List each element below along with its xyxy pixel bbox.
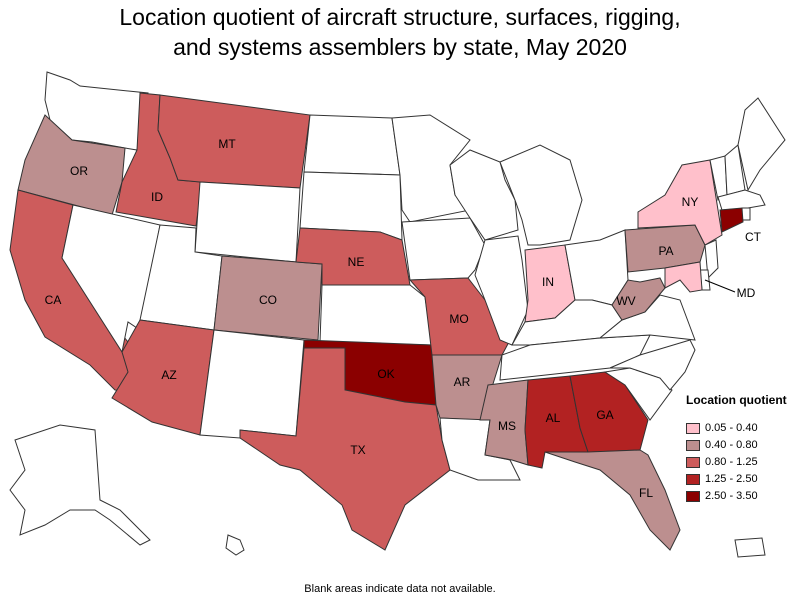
state-wv[interactable] bbox=[611, 277, 666, 321]
state-tx[interactable] bbox=[239, 347, 451, 551]
state-label-ne: NE bbox=[348, 255, 365, 269]
legend-item: 0.05 - 0.40 bbox=[686, 421, 800, 435]
state-ct[interactable] bbox=[719, 207, 744, 233]
legend-swatch bbox=[686, 490, 700, 502]
state-label-tx: TX bbox=[350, 443, 365, 457]
state-ny[interactable] bbox=[637, 159, 723, 246]
state-label-wv: WV bbox=[616, 294, 635, 308]
state-ks[interactable] bbox=[319, 284, 433, 346]
state-label-ny: NY bbox=[682, 195, 699, 209]
state-tn[interactable] bbox=[499, 334, 651, 381]
state-nm[interactable] bbox=[199, 329, 305, 439]
legend: Location quotient 0.05 - 0.40 0.40 - 0.8… bbox=[686, 392, 800, 506]
md-leader-line bbox=[704, 279, 736, 293]
state-md[interactable] bbox=[664, 261, 703, 293]
state-label-md: MD bbox=[737, 286, 756, 300]
legend-swatch bbox=[686, 456, 700, 468]
state-ak[interactable] bbox=[9, 424, 151, 546]
state-label-ms: MS bbox=[498, 419, 516, 433]
state-hi[interactable] bbox=[225, 534, 245, 556]
state-fl[interactable] bbox=[544, 449, 681, 551]
state-pr[interactable] bbox=[734, 537, 766, 558]
legend-label: 0.05 - 0.40 bbox=[705, 422, 758, 434]
state-wi[interactable] bbox=[449, 149, 519, 241]
legend-item: 0.80 - 1.25 bbox=[686, 455, 800, 469]
state-label-al: AL bbox=[546, 411, 561, 425]
legend-label: 0.80 - 1.25 bbox=[705, 456, 758, 468]
map-title: Location quotient of aircraft structure,… bbox=[0, 2, 800, 62]
state-ia[interactable] bbox=[401, 217, 486, 281]
footnote: Blank areas indicate data not available. bbox=[304, 583, 496, 595]
legend-label: 0.40 - 0.80 bbox=[705, 439, 758, 451]
state-mo[interactable] bbox=[408, 277, 511, 356]
state-labels-layer: OR CA ID MT AZ CO NE OK TX MO AR IN MS A… bbox=[45, 137, 762, 500]
state-label-ga: GA bbox=[596, 408, 613, 422]
states-layer bbox=[9, 71, 786, 558]
state-label-mo: MO bbox=[449, 312, 468, 326]
state-label-ct: CT bbox=[745, 230, 762, 244]
state-me[interactable] bbox=[737, 97, 786, 192]
legend-label: 1.25 - 2.50 bbox=[705, 473, 758, 485]
state-label-in: IN bbox=[542, 275, 554, 289]
state-nc[interactable] bbox=[609, 339, 696, 391]
state-mi[interactable] bbox=[499, 144, 583, 246]
state-label-ar: AR bbox=[454, 375, 471, 389]
state-nd[interactable] bbox=[303, 114, 401, 176]
legend-item: 1.25 - 2.50 bbox=[686, 472, 800, 486]
state-label-mt: MT bbox=[218, 137, 236, 151]
state-label-az: AZ bbox=[161, 368, 176, 382]
legend-item: 0.40 - 0.80 bbox=[686, 438, 800, 452]
state-nj[interactable] bbox=[704, 239, 719, 280]
state-wy[interactable] bbox=[194, 181, 301, 263]
state-label-or: OR bbox=[70, 164, 88, 178]
legend-title: Location quotient bbox=[686, 393, 787, 407]
state-label-id: ID bbox=[151, 190, 163, 204]
state-label-ca: CA bbox=[45, 293, 62, 307]
state-label-fl: FL bbox=[639, 486, 653, 500]
state-label-pa: PA bbox=[658, 244, 673, 258]
state-or[interactable] bbox=[17, 114, 126, 216]
legend-swatch bbox=[686, 439, 700, 451]
state-co[interactable] bbox=[213, 255, 323, 341]
map-title-line-1: Location quotient of aircraft structure,… bbox=[119, 4, 681, 30]
map-title-line-2: and systems assemblers by state, May 202… bbox=[173, 34, 627, 60]
state-label-ok: OK bbox=[377, 367, 394, 381]
legend-swatch bbox=[686, 473, 700, 485]
legend-swatch bbox=[686, 422, 700, 434]
legend-label: 2.50 - 3.50 bbox=[705, 490, 758, 502]
state-label-co: CO bbox=[259, 293, 277, 307]
legend-item: 2.50 - 3.50 bbox=[686, 489, 800, 503]
